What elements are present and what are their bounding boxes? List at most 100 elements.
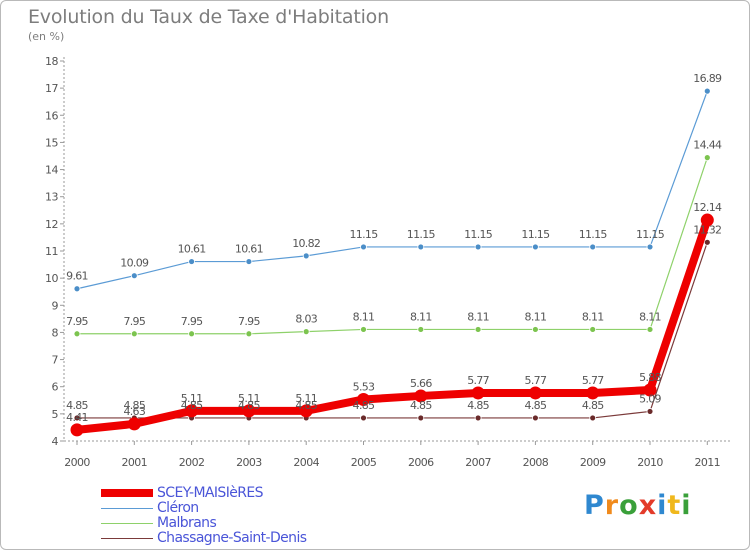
logo-letter: o [619, 490, 639, 521]
data-label: 5.77 [525, 374, 547, 387]
x-tick-label: 2007 [465, 456, 491, 469]
data-label: 7.95 [66, 315, 88, 328]
data-point [188, 330, 196, 338]
y-tick-label: 13 [45, 191, 58, 204]
data-label: 8.03 [295, 313, 317, 326]
data-label: 5.77 [582, 374, 604, 387]
logo-letter: t [667, 490, 682, 521]
data-point [73, 330, 81, 338]
y-tick-label: 4 [52, 435, 59, 448]
data-label: 7.95 [238, 315, 260, 328]
y-tick-label: 9 [52, 299, 59, 312]
x-tick-label: 2005 [351, 456, 377, 469]
legend-label-chassagne: Chassagne-Saint-Denis [157, 530, 307, 546]
data-label: 11.15 [579, 228, 608, 241]
data-label: 11.15 [407, 228, 436, 241]
x-tick-label: 2001 [121, 456, 147, 469]
y-tick-label: 12 [45, 218, 58, 231]
data-label: 4.85 [353, 399, 375, 412]
data-point [245, 258, 253, 265]
data-label: 8.11 [410, 310, 432, 323]
y-tick-label: 14 [45, 164, 58, 177]
y-tick-label: 11 [45, 245, 58, 258]
legend-item-malbrans: Malbrans [101, 515, 217, 531]
data-label: 4.85 [582, 399, 604, 412]
data-label: 14.44 [693, 139, 722, 152]
data-point [532, 243, 539, 251]
data-label: 4.85 [66, 399, 88, 412]
data-label: 7.95 [181, 315, 203, 328]
data-label: 8.11 [353, 310, 375, 323]
data-label: 5.11 [181, 392, 203, 405]
legend-label-malbrans: Malbrans [157, 515, 217, 531]
logo-letter: P [584, 490, 605, 521]
data-point [474, 326, 482, 333]
data-label: 5.66 [410, 377, 432, 390]
x-tick-label: 2004 [293, 456, 319, 469]
data-point [643, 383, 657, 397]
data-label: 4.85 [525, 399, 547, 412]
data-label: 4.41 [66, 411, 88, 424]
data-point [474, 243, 482, 251]
data-point [703, 154, 711, 162]
y-tick-label: 5 [52, 408, 59, 421]
series-line [76, 157, 708, 335]
y-tick-label: 15 [45, 136, 58, 149]
data-label: 5.11 [295, 392, 317, 405]
data-label: 4.85 [410, 399, 432, 412]
data-label: 12.14 [693, 201, 722, 214]
legend-swatch-cleron [101, 507, 153, 509]
data-label: 10.09 [120, 257, 149, 270]
data-label: 4.85 [238, 399, 260, 412]
data-point [73, 414, 81, 422]
data-point [130, 330, 138, 338]
legend-swatch-chassagne [101, 537, 153, 539]
data-label: 5.53 [353, 380, 375, 393]
x-tick-label: 2009 [580, 456, 606, 469]
logo-letter: i [681, 490, 692, 521]
data-point [302, 252, 310, 260]
series-line [73, 216, 712, 434]
data-point [417, 326, 425, 333]
data-point [302, 328, 310, 336]
data-point [417, 414, 425, 422]
data-point [589, 326, 597, 333]
data-label: 8.11 [467, 310, 489, 323]
y-tick-label: 18 [45, 55, 58, 68]
data-label: 5.88 [639, 371, 661, 384]
data-point [703, 238, 711, 246]
y-tick-label: 8 [52, 326, 59, 339]
legend-label-scey-maisieres: SCEY-MAISIèRES [157, 485, 264, 501]
chart-subtitle: (en %) [28, 30, 65, 43]
data-point [700, 213, 714, 227]
data-point [127, 417, 141, 431]
logo-letter: i [657, 490, 668, 521]
x-tick-label: 2006 [408, 456, 434, 469]
data-point [245, 330, 253, 338]
data-point [528, 386, 542, 400]
legend-swatch-scey-maisieres [101, 489, 153, 497]
data-point [357, 392, 370, 406]
data-label: 4.85 [467, 399, 489, 412]
data-label: 9.61 [66, 270, 88, 283]
data-point [185, 404, 199, 418]
y-tick-label: 17 [45, 82, 58, 95]
legend-swatch-malbrans [101, 522, 153, 524]
data-label: 16.89 [693, 72, 722, 85]
data-point [299, 404, 313, 418]
series-line [76, 90, 708, 290]
data-point [242, 404, 256, 418]
data-point [360, 414, 367, 422]
data-label: 4.85 [123, 399, 145, 412]
chart-legend: SCEY-MAISIèRES Cléron Malbrans Chassagne… [101, 485, 401, 546]
data-label: 10.61 [235, 243, 263, 256]
data-point [414, 389, 428, 403]
data-label: 11.15 [636, 228, 665, 241]
data-label: 11.15 [350, 228, 379, 241]
data-point [589, 243, 597, 251]
x-tick-label: 2003 [236, 456, 262, 469]
data-point [646, 408, 654, 415]
data-label: 4.63 [123, 405, 145, 418]
